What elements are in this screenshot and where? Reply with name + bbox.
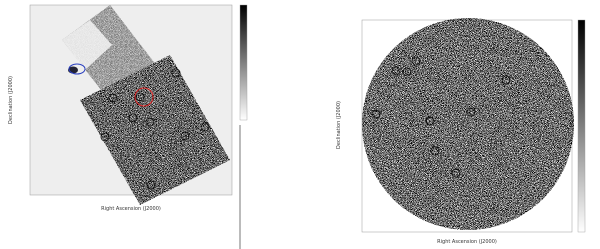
x-axis-label: Right Ascension (J2000) bbox=[101, 206, 161, 212]
field-a-light bbox=[62, 20, 112, 70]
left-panel: × Right Ascension (J2000) Declination (J… bbox=[8, 4, 248, 212]
red-circle bbox=[134, 87, 154, 107]
disk-noise bbox=[362, 18, 574, 230]
cross-marker: × bbox=[152, 130, 156, 136]
colorbar bbox=[577, 19, 586, 233]
source-circles bbox=[371, 56, 511, 178]
y-axis-label: Declination (J2000) bbox=[8, 76, 14, 124]
y-axis-label: Declination (J2000) bbox=[336, 101, 342, 149]
source-circles bbox=[100, 68, 210, 190]
colorbar bbox=[239, 4, 248, 121]
right-panel: Right Ascension (J2000) Declination (J20… bbox=[336, 18, 586, 245]
x-axis-label: Right Ascension (J2000) bbox=[437, 239, 497, 245]
blue-contour bbox=[68, 63, 86, 75]
